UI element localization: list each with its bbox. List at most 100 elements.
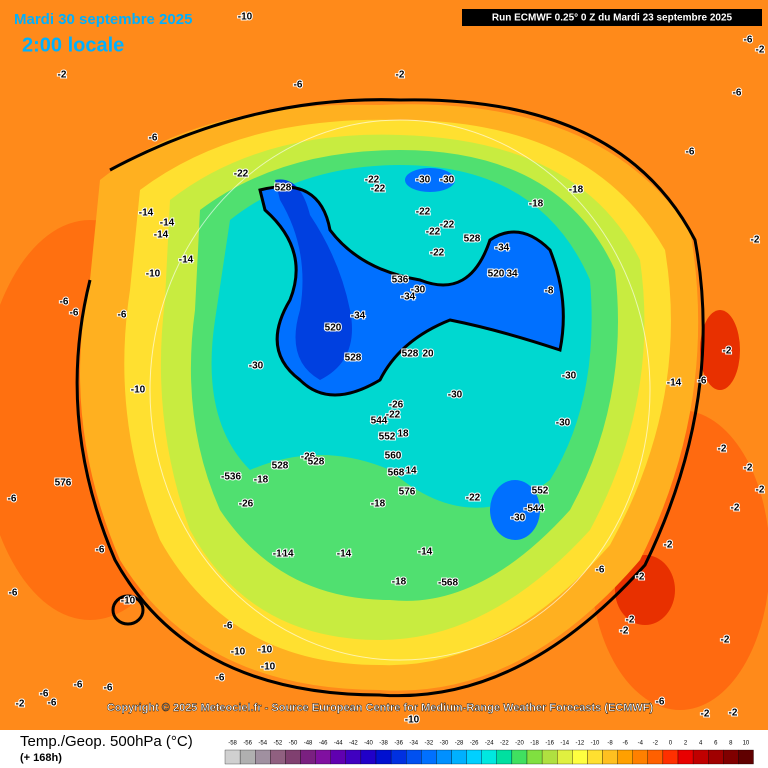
legend-swatch — [451, 749, 467, 765]
map-label: -2 — [664, 540, 673, 551]
map-label: -30 — [562, 371, 577, 382]
legend-tick-label: -34 — [409, 741, 418, 747]
warm-spot — [700, 310, 740, 390]
legend-tick-label: -18 — [530, 741, 539, 747]
run-box — [462, 9, 762, 26]
map-label: -30 — [556, 418, 571, 429]
warm-spot — [615, 555, 675, 625]
legend-tick-label: -30 — [440, 741, 449, 747]
legend-tick-label: 4 — [699, 741, 703, 747]
legend-tick-label: -56 — [243, 741, 252, 747]
legend-swatch — [270, 749, 286, 765]
map-label: -6 — [74, 680, 83, 691]
map-label: -22 — [466, 493, 481, 504]
legend-swatch — [526, 749, 543, 765]
map-label: -8 — [545, 286, 554, 297]
map-label: -6 — [8, 494, 17, 505]
map-label: -2 — [751, 235, 760, 246]
map-label: -2 — [744, 463, 753, 474]
legend-swatch — [738, 749, 754, 765]
map-label: -2 — [756, 485, 765, 496]
map-label: -10 — [405, 715, 420, 726]
legend-tick-label: 8 — [729, 741, 733, 747]
map-label: -6 — [40, 689, 49, 700]
map-label: 576 — [55, 478, 72, 489]
legend-tick-label: -48 — [304, 741, 313, 747]
legend-swatch — [375, 749, 392, 765]
legend-tick-label: 6 — [714, 741, 718, 747]
legend-swatch — [708, 749, 724, 765]
map-label: -6 — [596, 565, 605, 576]
map-label: -2 — [731, 503, 740, 514]
map-label: 552 — [532, 486, 549, 497]
legend-tick-label: 10 — [743, 741, 750, 747]
map-label: -22 — [430, 248, 445, 259]
map-label: -30 — [249, 361, 264, 372]
legend-tick-label: -8 — [607, 741, 613, 747]
legend-swatch — [315, 749, 331, 765]
map-label: -26 — [239, 499, 254, 510]
map-label: -2 — [729, 708, 738, 719]
map-label: -6 — [104, 683, 113, 694]
map-label: -30 — [440, 175, 455, 186]
legend-tick-label: -2 — [653, 741, 659, 747]
legend-tick-label: -52 — [274, 741, 283, 747]
map-label: 528 — [275, 183, 292, 194]
contour-552 — [75, 98, 705, 698]
map-label: -22 — [365, 175, 380, 186]
map-label: 568 — [388, 468, 405, 479]
map-label: -6 — [118, 310, 127, 321]
map-label: -14 — [273, 549, 288, 560]
cold-core — [490, 480, 540, 540]
map-label: -6 — [60, 297, 69, 308]
legend-tick-label: -38 — [379, 741, 388, 747]
legend-swatch — [511, 749, 528, 765]
map-label: 20 — [422, 349, 434, 360]
footer-lead: (+ 168h) — [20, 752, 62, 764]
map-label: -6 — [294, 80, 303, 91]
map-label: -2 — [626, 615, 635, 626]
map-label: -6 — [70, 308, 79, 319]
legend-tick-label: -12 — [576, 741, 585, 747]
map-label: -6 — [216, 673, 225, 684]
map-label: -6 — [733, 88, 742, 99]
map-label: -26 — [301, 452, 316, 463]
contour — [111, 594, 145, 626]
map-label: 528 — [345, 353, 362, 364]
map-label: -2 — [636, 572, 645, 583]
map-label: 536 — [392, 275, 409, 286]
legend-tick-label: -26 — [470, 741, 479, 747]
map-label: -2 — [620, 626, 629, 637]
legend-tick-label: -20 — [515, 741, 524, 747]
map-label: -34 — [401, 292, 416, 303]
legend-swatch — [239, 749, 256, 765]
legend-tick-label: -16 — [545, 741, 554, 747]
map-label: -18 — [529, 199, 544, 210]
map-label: -6 — [744, 35, 753, 46]
map-label: -6 — [656, 697, 665, 708]
map-label: 576 — [399, 487, 416, 498]
legend-tick-label: -24 — [485, 741, 494, 747]
legend-swatch — [345, 749, 362, 765]
map-label: -14 — [179, 255, 194, 266]
map-label: 528 — [272, 461, 289, 472]
map-label: -22 — [371, 184, 386, 195]
legend-tick-label: -54 — [258, 741, 267, 747]
map-label: -18 — [392, 577, 407, 588]
map-label: -10 — [238, 12, 253, 23]
copyright: Copyright © 2025 Meteociel.fr - Source E… — [107, 702, 654, 714]
legend-swatch — [360, 749, 377, 765]
legend-tick-label: -44 — [334, 741, 343, 747]
legend-swatch — [662, 749, 679, 765]
map-label: -6 — [96, 545, 105, 556]
map-label: -10 — [258, 645, 273, 656]
footer-title: Temp./Geop. 500hPa (°C) — [20, 733, 193, 750]
legend-swatch — [496, 749, 513, 765]
map-time: 2:00 locale — [22, 34, 124, 56]
legend-swatch — [541, 749, 558, 765]
map-label: -2 — [16, 699, 25, 710]
map-label: 560 — [385, 451, 402, 462]
legend-swatch — [406, 749, 422, 765]
contour-528 — [258, 185, 565, 397]
